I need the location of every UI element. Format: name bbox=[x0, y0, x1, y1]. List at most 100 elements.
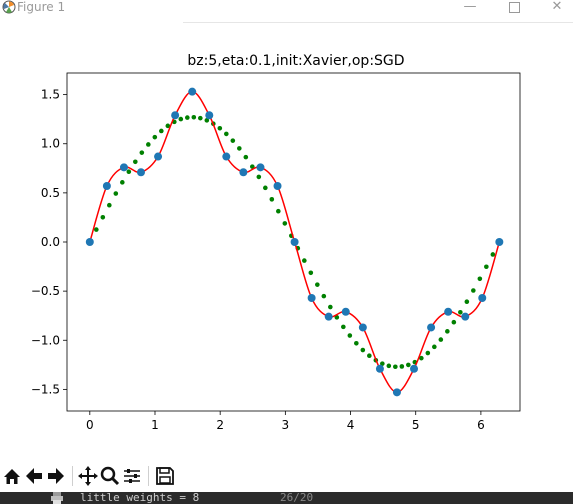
sample-point bbox=[273, 181, 282, 190]
green-fit-point bbox=[269, 197, 275, 202]
green-fit-point bbox=[217, 125, 223, 131]
sample-point bbox=[341, 307, 350, 316]
console-strip: little weights = 8 26/20 bbox=[0, 492, 573, 504]
green-fit-point bbox=[380, 361, 385, 366]
sample-point bbox=[205, 111, 214, 120]
back-icon bbox=[26, 468, 42, 484]
green-fit-point bbox=[243, 154, 249, 160]
green-fit-point bbox=[146, 142, 151, 147]
close-button[interactable]: ✕ bbox=[551, 0, 563, 14]
sample-point bbox=[136, 168, 145, 177]
sample-point bbox=[410, 364, 419, 373]
y-tick-label: −1.5 bbox=[31, 382, 60, 396]
save-button[interactable] bbox=[155, 464, 175, 488]
sample-point bbox=[171, 111, 180, 120]
toolbar-separator bbox=[148, 466, 149, 486]
y-tick-label: 0.5 bbox=[41, 186, 60, 200]
configure-subplots-icon bbox=[124, 469, 140, 483]
matplotlib-logo-icon bbox=[2, 0, 16, 14]
green-fit-point bbox=[386, 363, 392, 369]
green-fit-point bbox=[224, 131, 229, 137]
sample-point bbox=[392, 388, 401, 397]
plot-title: bz:5,eta:0.1,init:Xavier,op:SGD bbox=[187, 53, 404, 69]
green-fit-point bbox=[159, 128, 164, 134]
forward-button[interactable] bbox=[46, 464, 66, 488]
green-fit-point bbox=[302, 258, 307, 263]
window-titlebar: Figure 1 — ✕ bbox=[0, 0, 573, 26]
figure-canvas[interactable]: bz:5,eta:0.1,init:Xavier,op:SGD 0 1 2 3 4 5 6 1… bbox=[0, 26, 573, 460]
green-fit-point bbox=[165, 123, 171, 129]
sample-point bbox=[375, 364, 384, 373]
green-fit-point bbox=[360, 347, 366, 353]
green-fit-point bbox=[178, 116, 184, 122]
sample-point bbox=[324, 312, 333, 321]
green-fit-point bbox=[315, 282, 320, 287]
sample-point bbox=[188, 87, 197, 96]
sample-point bbox=[256, 163, 265, 172]
green-fit-point bbox=[100, 214, 106, 220]
green-fit-point bbox=[282, 221, 288, 226]
sample-point bbox=[102, 181, 111, 190]
green-fit-point bbox=[126, 169, 132, 175]
green-fit-point bbox=[139, 150, 145, 155]
green-fit-point bbox=[471, 288, 476, 293]
green-fit-point bbox=[107, 202, 112, 208]
x-tick-label: 6 bbox=[477, 418, 485, 432]
titlebar-divider bbox=[183, 22, 573, 23]
y-tick-label: 1.5 bbox=[41, 88, 60, 102]
pan-icon bbox=[78, 466, 98, 486]
sample-point bbox=[461, 312, 470, 321]
green-fit-point bbox=[347, 333, 353, 338]
y-tick-label: 0.0 bbox=[41, 235, 60, 249]
sample-point bbox=[290, 238, 299, 246]
green-fit-point bbox=[276, 208, 281, 214]
green-fit-point bbox=[354, 341, 359, 346]
green-fit-point bbox=[185, 115, 190, 120]
sample-point bbox=[478, 294, 487, 303]
home-button[interactable] bbox=[2, 464, 22, 488]
sample-point bbox=[307, 294, 316, 303]
sample-point bbox=[495, 238, 504, 246]
minimize-button[interactable]: — bbox=[463, 0, 477, 14]
green-fit-point bbox=[120, 180, 125, 185]
configure-subplots-button[interactable] bbox=[122, 464, 142, 488]
sample-point bbox=[444, 307, 453, 316]
x-tick-label: 4 bbox=[347, 418, 355, 432]
green-fit-point bbox=[237, 146, 242, 151]
green-fit-point bbox=[113, 191, 119, 196]
green-fit-point bbox=[263, 185, 268, 191]
forward-icon bbox=[48, 468, 64, 484]
x-tick-label: 3 bbox=[282, 418, 290, 432]
green-fit-point bbox=[458, 310, 463, 315]
green-fit-point bbox=[328, 304, 333, 310]
sample-point bbox=[222, 152, 231, 161]
sample-point bbox=[239, 168, 248, 177]
sample-point bbox=[358, 323, 367, 332]
x-tick-label: 5 bbox=[412, 418, 420, 432]
zoom-button[interactable] bbox=[100, 464, 120, 488]
green-fit-point bbox=[406, 362, 411, 368]
green-fit-point bbox=[308, 270, 314, 276]
back-button[interactable] bbox=[24, 464, 44, 488]
green-fit-point bbox=[367, 353, 372, 359]
sample-point bbox=[427, 323, 436, 332]
green-fit-point bbox=[464, 299, 470, 304]
printer-icon bbox=[51, 492, 63, 504]
pan-button[interactable] bbox=[78, 464, 98, 488]
green-fit-point bbox=[191, 114, 197, 120]
green-fit-point bbox=[204, 118, 210, 123]
console-progress: 26/20 bbox=[280, 492, 314, 504]
green-fit-point bbox=[438, 337, 444, 342]
sample-point bbox=[154, 152, 163, 161]
green-fit-point bbox=[341, 324, 346, 330]
green-fit-point bbox=[334, 315, 340, 320]
green-fit-point bbox=[393, 364, 398, 370]
green-fit-point bbox=[445, 329, 450, 334]
green-fit-point bbox=[432, 344, 437, 350]
green-fit-point bbox=[198, 115, 203, 121]
home-icon bbox=[4, 469, 20, 484]
maximize-button[interactable] bbox=[494, 0, 534, 14]
save-icon bbox=[156, 467, 174, 485]
console-output-line: little weights = 8 bbox=[80, 492, 200, 504]
axes-frame bbox=[66, 72, 521, 412]
